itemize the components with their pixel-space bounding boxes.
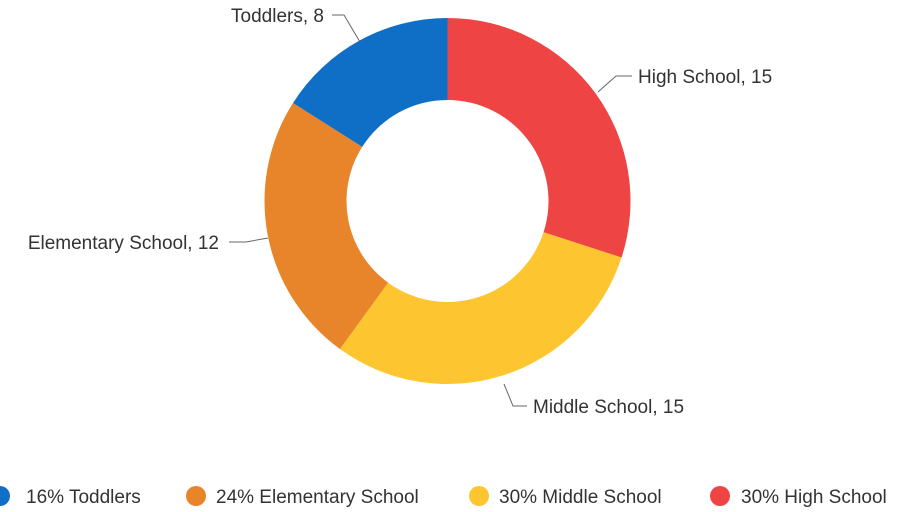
leader-line-high-school [597,75,632,93]
slices-group [264,18,631,384]
legend: 16% Toddlers 24% Elementary School 30% Mid… [0,486,887,508]
legend-marker-toddlers [0,486,10,506]
leader-line-elementary-school [229,237,269,243]
data-label-middle-school: Middle School, 15 [533,397,684,418]
legend-marker-middle-school [469,486,489,506]
slice-high-school [447,18,631,258]
slice-middle-school [339,232,622,384]
legend-label-elementary-school: 24% Elementary School [216,487,419,508]
leader-line-toddlers [332,14,361,43]
legend-marker-high-school [710,486,730,506]
slice-labels-group: High School, 15 Middle School, 15 Elementa… [28,6,772,418]
slice-elementary-school [264,102,389,350]
data-label-toddlers: Toddlers, 8 [231,6,324,27]
legend-marker-elementary-school [186,486,206,506]
legend-label-high-school: 30% High School [741,487,887,508]
legend-label-toddlers: 16% Toddlers [26,487,141,508]
data-label-elementary-school: Elementary School, 12 [28,233,219,254]
data-label-high-school: High School, 15 [638,67,772,88]
leader-line-middle-school [503,383,527,407]
slice-toddlers [292,18,448,147]
legend-label-middle-school: 30% Middle School [499,487,662,508]
